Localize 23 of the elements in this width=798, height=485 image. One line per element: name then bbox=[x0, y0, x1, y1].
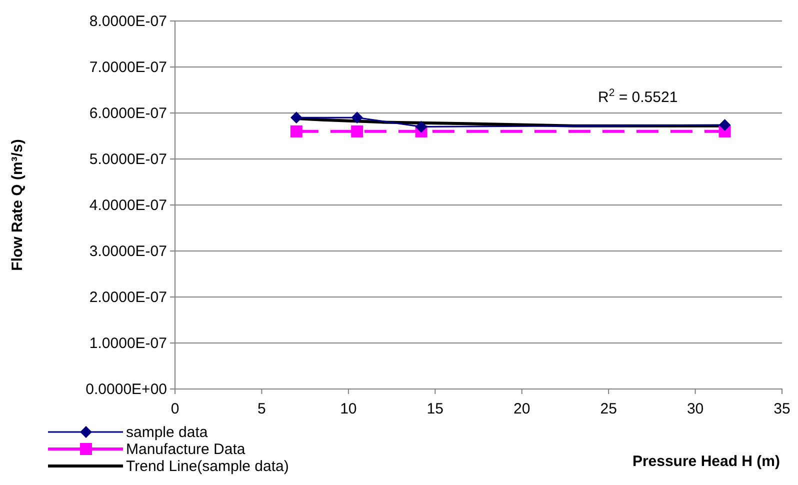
y-axis-title: Flow Rate Q (m³/s) bbox=[9, 139, 26, 271]
annotation: R$^{2}$ = 0.5521 bbox=[598, 87, 678, 106]
y-tick-label: 8.0000E-07 bbox=[89, 12, 167, 30]
legend-label: sample data bbox=[126, 424, 208, 441]
legend-label: Trend Line(sample data) bbox=[126, 458, 289, 475]
x-tick-label: 5 bbox=[258, 400, 266, 418]
y-tick-label: 5.0000E-07 bbox=[89, 150, 167, 168]
y-tick-label: 0.0000E+00 bbox=[86, 380, 167, 398]
y-tick-label: 4.0000E-07 bbox=[89, 196, 167, 214]
y-tick-label: 1.0000E-07 bbox=[89, 334, 167, 352]
x-tick-label: 20 bbox=[514, 400, 530, 418]
y-tick-label: 6.0000E-07 bbox=[89, 104, 167, 122]
x-tick-label: 0 bbox=[170, 400, 180, 418]
y-tick-label: 2.0000E-07 bbox=[89, 288, 167, 306]
y-tick-label: 7.0000E-07 bbox=[89, 58, 167, 76]
y-tick-label: 3.0000E-07 bbox=[89, 242, 167, 260]
x-tick-label: 25 bbox=[600, 400, 617, 418]
x-tick-label: 35 bbox=[774, 400, 790, 418]
x-tick-label: 10 bbox=[340, 400, 357, 418]
x-axis-title: Pressure Head H (m) bbox=[632, 453, 780, 470]
x-tick-label: 15 bbox=[426, 400, 444, 418]
legend-label: Manufacture Data bbox=[126, 441, 246, 458]
x-tick-label: 30 bbox=[686, 400, 704, 418]
